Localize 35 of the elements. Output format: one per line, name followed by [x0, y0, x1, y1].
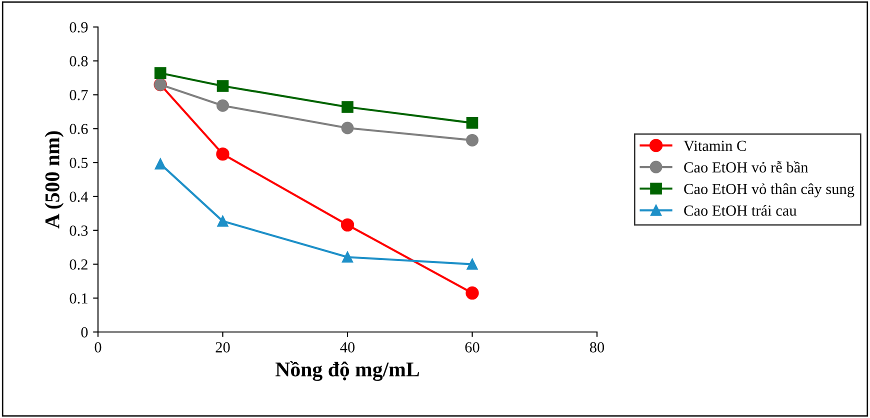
point	[466, 286, 479, 300]
legend-label: Vitamin C	[684, 140, 746, 152]
point	[341, 122, 354, 134]
y-tick-label: 0	[81, 327, 88, 338]
point	[466, 258, 478, 270]
x-tick-label: 80	[590, 342, 604, 352]
legend-label: Cao EtOH vỏ thân cây sung	[684, 183, 854, 198]
y-tick-label: 0.3	[70, 225, 88, 236]
x-axis-title: Nồng độ mg/mL	[276, 361, 419, 381]
x-tick-label: 40	[340, 342, 355, 352]
point	[217, 216, 228, 227]
y-tick-label: 0.1	[70, 293, 88, 304]
y-tick-label: 0.2	[70, 259, 88, 270]
legend-label: Cao EtOH trái cau	[684, 205, 797, 216]
point	[154, 67, 166, 79]
point	[466, 134, 478, 146]
x-tick-label: 60	[465, 342, 480, 352]
y-tick-label: 0.6	[70, 124, 88, 134]
x-tick-label: 20	[216, 342, 230, 352]
x-tick-label: 0	[94, 342, 102, 352]
y-tick-label: 0.9	[70, 22, 88, 33]
y-axis-title: A (500 nm)	[44, 131, 64, 228]
point	[342, 252, 354, 263]
point	[466, 117, 478, 129]
point	[340, 218, 354, 232]
y-tick-label: 0.5	[70, 158, 88, 168]
y-tick-label: 0.4	[70, 192, 88, 202]
y-tick-label: 0.8	[70, 56, 88, 66]
point	[216, 147, 230, 161]
point	[216, 80, 229, 92]
point	[342, 101, 354, 113]
y-tick-label: 0.7	[70, 90, 88, 100]
point	[216, 99, 229, 112]
point	[154, 158, 166, 170]
legend-label: Cao EtOH vỏ rễ bần	[684, 161, 808, 173]
